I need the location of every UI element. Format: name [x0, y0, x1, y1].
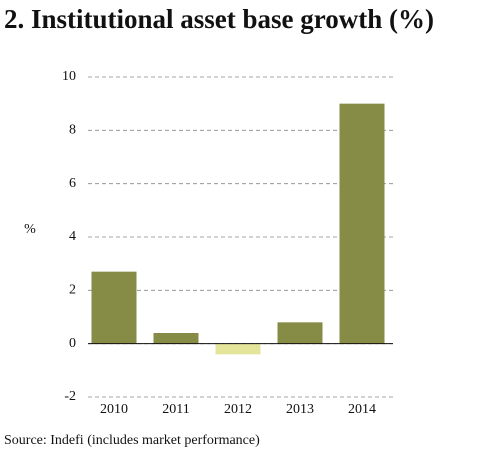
bar	[339, 103, 385, 344]
y-tick-label: 8	[69, 123, 76, 138]
y-tick-label: -2	[64, 389, 76, 404]
y-axis-label: %	[24, 222, 36, 237]
x-tick-label: 2011	[162, 402, 189, 417]
source-note: Source: Indefi (includes market performa…	[4, 433, 260, 448]
y-tick-label: 10	[62, 69, 76, 84]
bar	[153, 333, 199, 344]
x-tick-label: 2012	[224, 402, 252, 417]
bar	[91, 271, 137, 344]
x-tick-label: 2014	[348, 402, 376, 417]
x-tick-label: 2010	[100, 402, 128, 417]
bar	[277, 322, 323, 344]
y-tick-label: 6	[69, 176, 76, 191]
y-tick-label: 2	[69, 283, 76, 298]
bar	[215, 343, 261, 355]
y-tick-label: 0	[69, 336, 76, 351]
y-tick-label: 4	[69, 229, 76, 244]
chart-title: 2. Institutional asset base growth (%)	[4, 4, 434, 34]
x-tick-label: 2013	[286, 402, 314, 417]
